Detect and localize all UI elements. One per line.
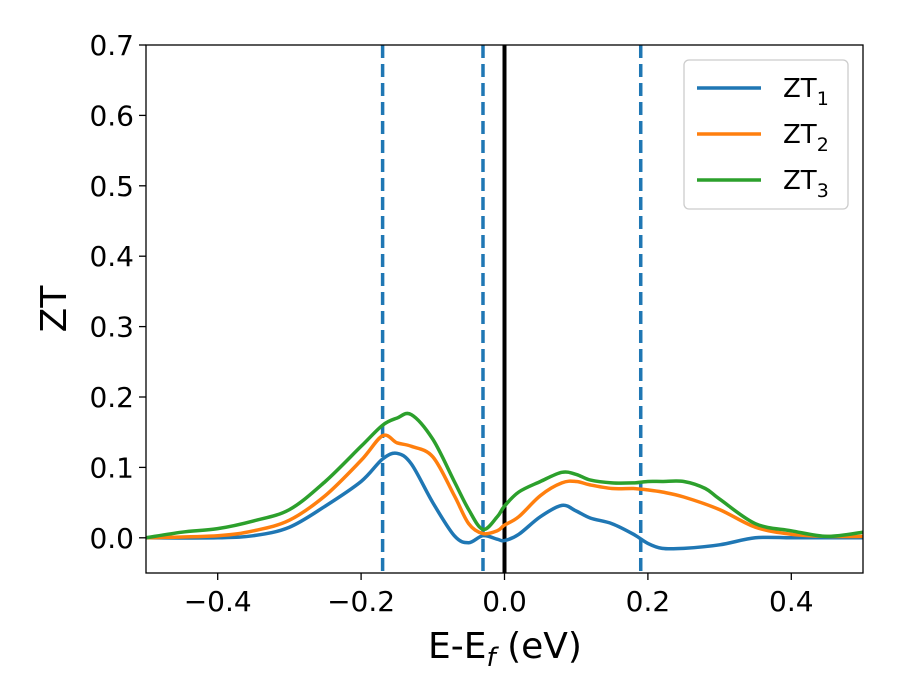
y-axis-title: ZT xyxy=(34,285,75,333)
legend: ZT1 ZT2 ZT3 xyxy=(683,59,849,210)
x-axis-title: E-Ef (eV) xyxy=(428,626,582,673)
y-tick-label: 0.6 xyxy=(89,99,134,132)
series-line-zt3 xyxy=(146,411,863,540)
series-lines xyxy=(146,411,863,551)
legend-label-zt3: ZT3 xyxy=(783,166,829,202)
x-tick-label: −0.2 xyxy=(327,585,395,618)
x-tick-label: 0.0 xyxy=(482,585,527,618)
y-tick-label: 0.4 xyxy=(89,240,134,273)
y-tick-label: 0.1 xyxy=(89,451,134,484)
legend-label-zt2: ZT2 xyxy=(783,120,829,156)
series-line-zt1 xyxy=(146,451,863,551)
y-tick-label: 0.5 xyxy=(89,170,134,203)
y-tick-label: 0.7 xyxy=(89,29,134,62)
x-tick-label: 0.4 xyxy=(769,585,814,618)
reference-lines xyxy=(380,45,643,573)
y-axis: 0.0 0.1 0.2 0.3 0.4 0.5 0.6 0.7 xyxy=(89,29,146,555)
legend-label-zt1: ZT1 xyxy=(783,74,829,110)
x-tick-label: 0.2 xyxy=(626,585,671,618)
y-tick-label: 0.3 xyxy=(89,311,134,344)
legend-box xyxy=(683,59,849,210)
x-tick-label: −0.4 xyxy=(184,585,252,618)
x-axis: −0.4 −0.2 0.0 0.2 0.4 xyxy=(184,573,814,618)
series-line-zt2 xyxy=(146,433,863,540)
y-tick-label: 0.0 xyxy=(89,522,134,555)
y-tick-label: 0.2 xyxy=(89,381,134,414)
